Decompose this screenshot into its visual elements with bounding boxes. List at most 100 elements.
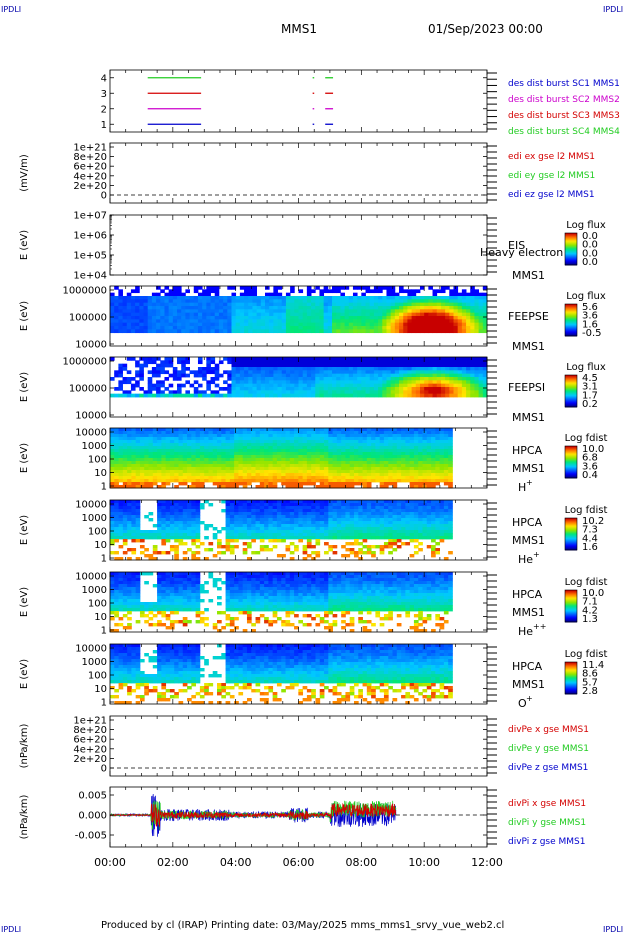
hpca_h-cell (401, 443, 406, 447)
feepse-cell (210, 286, 216, 290)
feepsi-cell (248, 383, 253, 388)
feepse-cell (302, 319, 308, 324)
hpca_h-cell (341, 461, 346, 465)
feepse-cell (269, 296, 274, 300)
feepse-cell (210, 309, 216, 314)
hpca_h-cell (379, 467, 385, 471)
feepsi-cell (445, 360, 450, 365)
hpca_h-cell (165, 482, 171, 486)
feepse-cell (357, 329, 362, 334)
hpca_he-cell (161, 521, 167, 525)
hpca_h-cell (152, 437, 158, 441)
feepse-cell (386, 302, 392, 307)
hpca_h-cell (435, 452, 440, 456)
feepse-cell (147, 302, 153, 307)
feepse-cell (273, 322, 278, 327)
hpca_h-cell (229, 467, 235, 471)
feepse-cell (164, 316, 170, 320)
eis-frame (109, 214, 488, 276)
feepse-cell (378, 322, 383, 327)
feepse-cell (244, 289, 249, 294)
feepse-cell (340, 286, 345, 290)
hpca_h-cell (311, 440, 316, 444)
feepse-cell (424, 296, 429, 300)
feepsi-cell (311, 360, 316, 365)
hpca_h-cell (324, 455, 329, 459)
feepse-cell (323, 306, 329, 310)
hpca_h-cell (178, 440, 184, 444)
feepse-cell (311, 309, 316, 314)
hpca_h-colorbar-cell (565, 464, 577, 466)
feepsi-cell (269, 390, 274, 395)
hpca_h-cell (345, 485, 351, 489)
feepsi-cell (156, 370, 161, 375)
feepsi-cell (197, 357, 203, 361)
hpca_h-cell (388, 449, 393, 453)
feepse-cell (461, 292, 467, 297)
hpca_h-cell (152, 434, 158, 438)
feepsi-cell (419, 380, 425, 385)
feepse-cell (315, 306, 320, 310)
hpca_h-cell (388, 458, 393, 462)
hpca_h-cell (379, 437, 385, 441)
feepsi-cell (193, 393, 199, 398)
feepse-cell (357, 326, 362, 330)
hpca_h-cell (187, 437, 192, 441)
feepse-cell (277, 306, 283, 310)
feepse-cell (227, 322, 232, 327)
hpca_h-cell (217, 434, 222, 438)
feepse-cell (231, 326, 237, 330)
feepse-cell (294, 296, 299, 300)
feepse-cell (411, 312, 417, 317)
hpca_h-cell (418, 437, 423, 441)
hpca_he-cell (341, 515, 346, 519)
hpca_he-cell (238, 503, 244, 507)
feepse-cell (202, 326, 207, 330)
hpca_h-cell (306, 428, 312, 432)
hpca_h-cell (152, 470, 158, 474)
feepsi-cell (248, 360, 253, 365)
hpca_he-cell (178, 518, 184, 522)
feepsi-cell (172, 373, 178, 378)
feepsi-cell (156, 390, 161, 395)
hpca_h-cell (366, 485, 372, 489)
feepse-cell (118, 296, 123, 300)
feepse-cell (453, 312, 459, 317)
feepsi-cell (419, 390, 425, 395)
hpca_h-cell (435, 440, 440, 444)
hpca_h-cell (422, 431, 428, 435)
hpca_h-cell (431, 440, 436, 444)
hpca_he-cell (336, 512, 342, 516)
hpca_h-cell (383, 452, 389, 456)
feepse-cell (440, 306, 446, 310)
feepse-cell (298, 312, 304, 317)
hpca_h-cell (345, 479, 351, 483)
feepse-cell (168, 292, 174, 297)
feepse-cell (453, 316, 459, 320)
feepse-cell (139, 326, 144, 330)
feepsi-cell (474, 393, 480, 398)
hpca_h-cell (259, 464, 265, 468)
hpca_h-cell (217, 467, 222, 471)
feepse-cell (239, 312, 245, 317)
feepse-colorbar-tick: 3.6 (582, 311, 598, 322)
feepse-cell (285, 316, 291, 320)
hpca_h-cell (272, 473, 278, 477)
feepsi-cell (378, 387, 383, 391)
hpca_h-cell (229, 434, 235, 438)
feepsi-cell (256, 360, 262, 365)
feepse-cell (369, 306, 375, 310)
feepsi-cell (264, 390, 270, 395)
hpca_h-cell (246, 467, 252, 471)
hpca_he-cell (362, 521, 368, 525)
feepsi-cell (147, 387, 153, 391)
hpca_h-cell (161, 455, 167, 459)
hpca_h-cell (157, 473, 162, 477)
feepsi-cell (482, 377, 488, 381)
hpca_h-cell (122, 434, 128, 438)
feepse-cell (147, 296, 153, 300)
hpca_h-cell (229, 431, 235, 435)
feepsi-cell (461, 357, 467, 361)
hpca_h-cell (289, 446, 295, 450)
